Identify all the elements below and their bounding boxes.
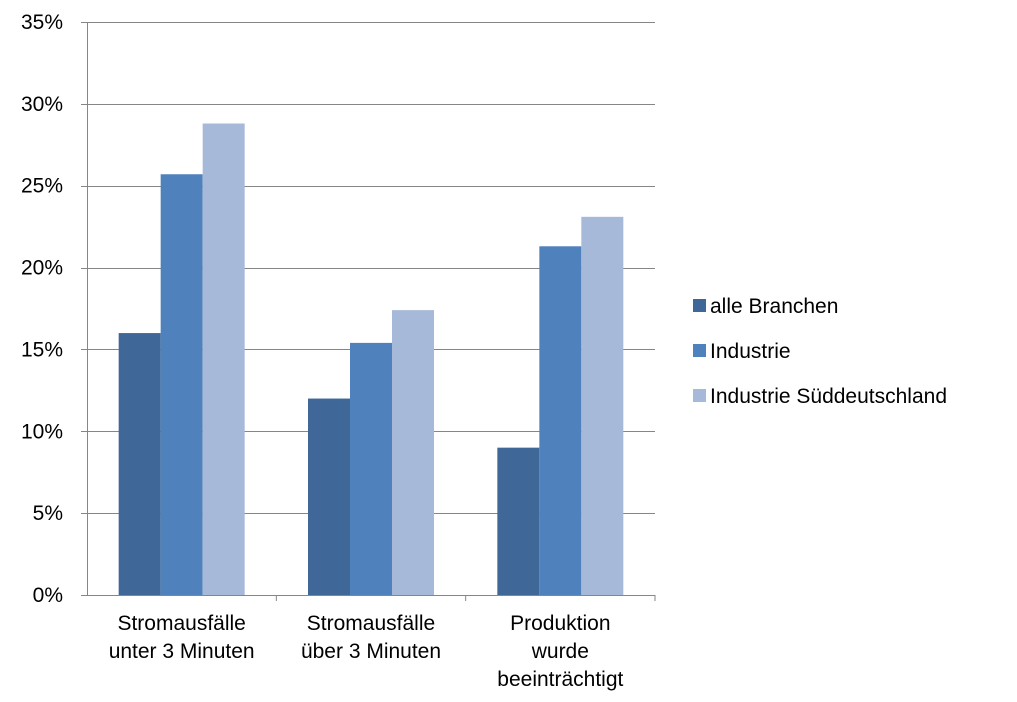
bar-alle-branchen-1 [308, 398, 350, 595]
x-category-label: Produktion wurde beeinträchtigt [497, 612, 623, 691]
y-tick-label: 0% [33, 584, 63, 607]
x-category-label-line: wurde [531, 640, 589, 663]
y-tick-label: 25% [21, 175, 63, 198]
bar-industrie-süddeutschland-1 [392, 310, 434, 595]
bar-industrie-süddeutschland-0 [202, 123, 245, 595]
bar-alle-branchen-2 [497, 447, 540, 595]
bar-alle-branchen-0 [118, 333, 161, 595]
x-category-label-line: über 3 Minuten [301, 640, 441, 663]
y-axis-tick-labels: 0% 5% 10% 15% 20% 25% 30% 35% [21, 11, 63, 607]
x-category-label: Stromausfälle unter 3 Minuten [109, 612, 255, 663]
x-category-label: Stromausfälle über 3 Minuten [301, 612, 441, 663]
x-category-label-line: Stromausfälle [307, 612, 435, 635]
legend-label: Industrie [710, 340, 791, 363]
bars [118, 123, 624, 596]
bar-industrie-2 [539, 246, 582, 595]
x-axis-category-labels: Stromausfälle unter 3 MinutenStromausfäll… [109, 612, 624, 691]
axes [81, 22, 656, 601]
bar-industrie-1 [350, 342, 392, 595]
legend: alle Branchen Industrie Industrie Süddeuts… [693, 295, 947, 408]
x-category-label-line: Produktion [510, 612, 610, 635]
x-category-label-line: Stromausfälle [117, 612, 245, 635]
y-tick-label: 15% [21, 338, 63, 361]
bar-industrie-0 [160, 174, 203, 596]
legend-label: Industrie Süddeutschland [710, 385, 947, 408]
bar-industrie-süddeutschland-2 [581, 216, 624, 595]
legend-swatch [693, 389, 706, 402]
y-tick-label: 30% [21, 93, 63, 116]
legend-swatch [693, 299, 706, 312]
x-category-label-line: beeinträchtigt [497, 668, 623, 691]
legend-label: alle Branchen [710, 295, 838, 318]
legend-swatch [693, 344, 706, 357]
x-category-label-line: unter 3 Minuten [109, 640, 255, 663]
y-tick-label: 20% [21, 257, 63, 280]
y-tick-label: 10% [21, 420, 63, 443]
y-tick-label: 35% [21, 11, 63, 34]
y-tick-label: 5% [33, 502, 63, 525]
